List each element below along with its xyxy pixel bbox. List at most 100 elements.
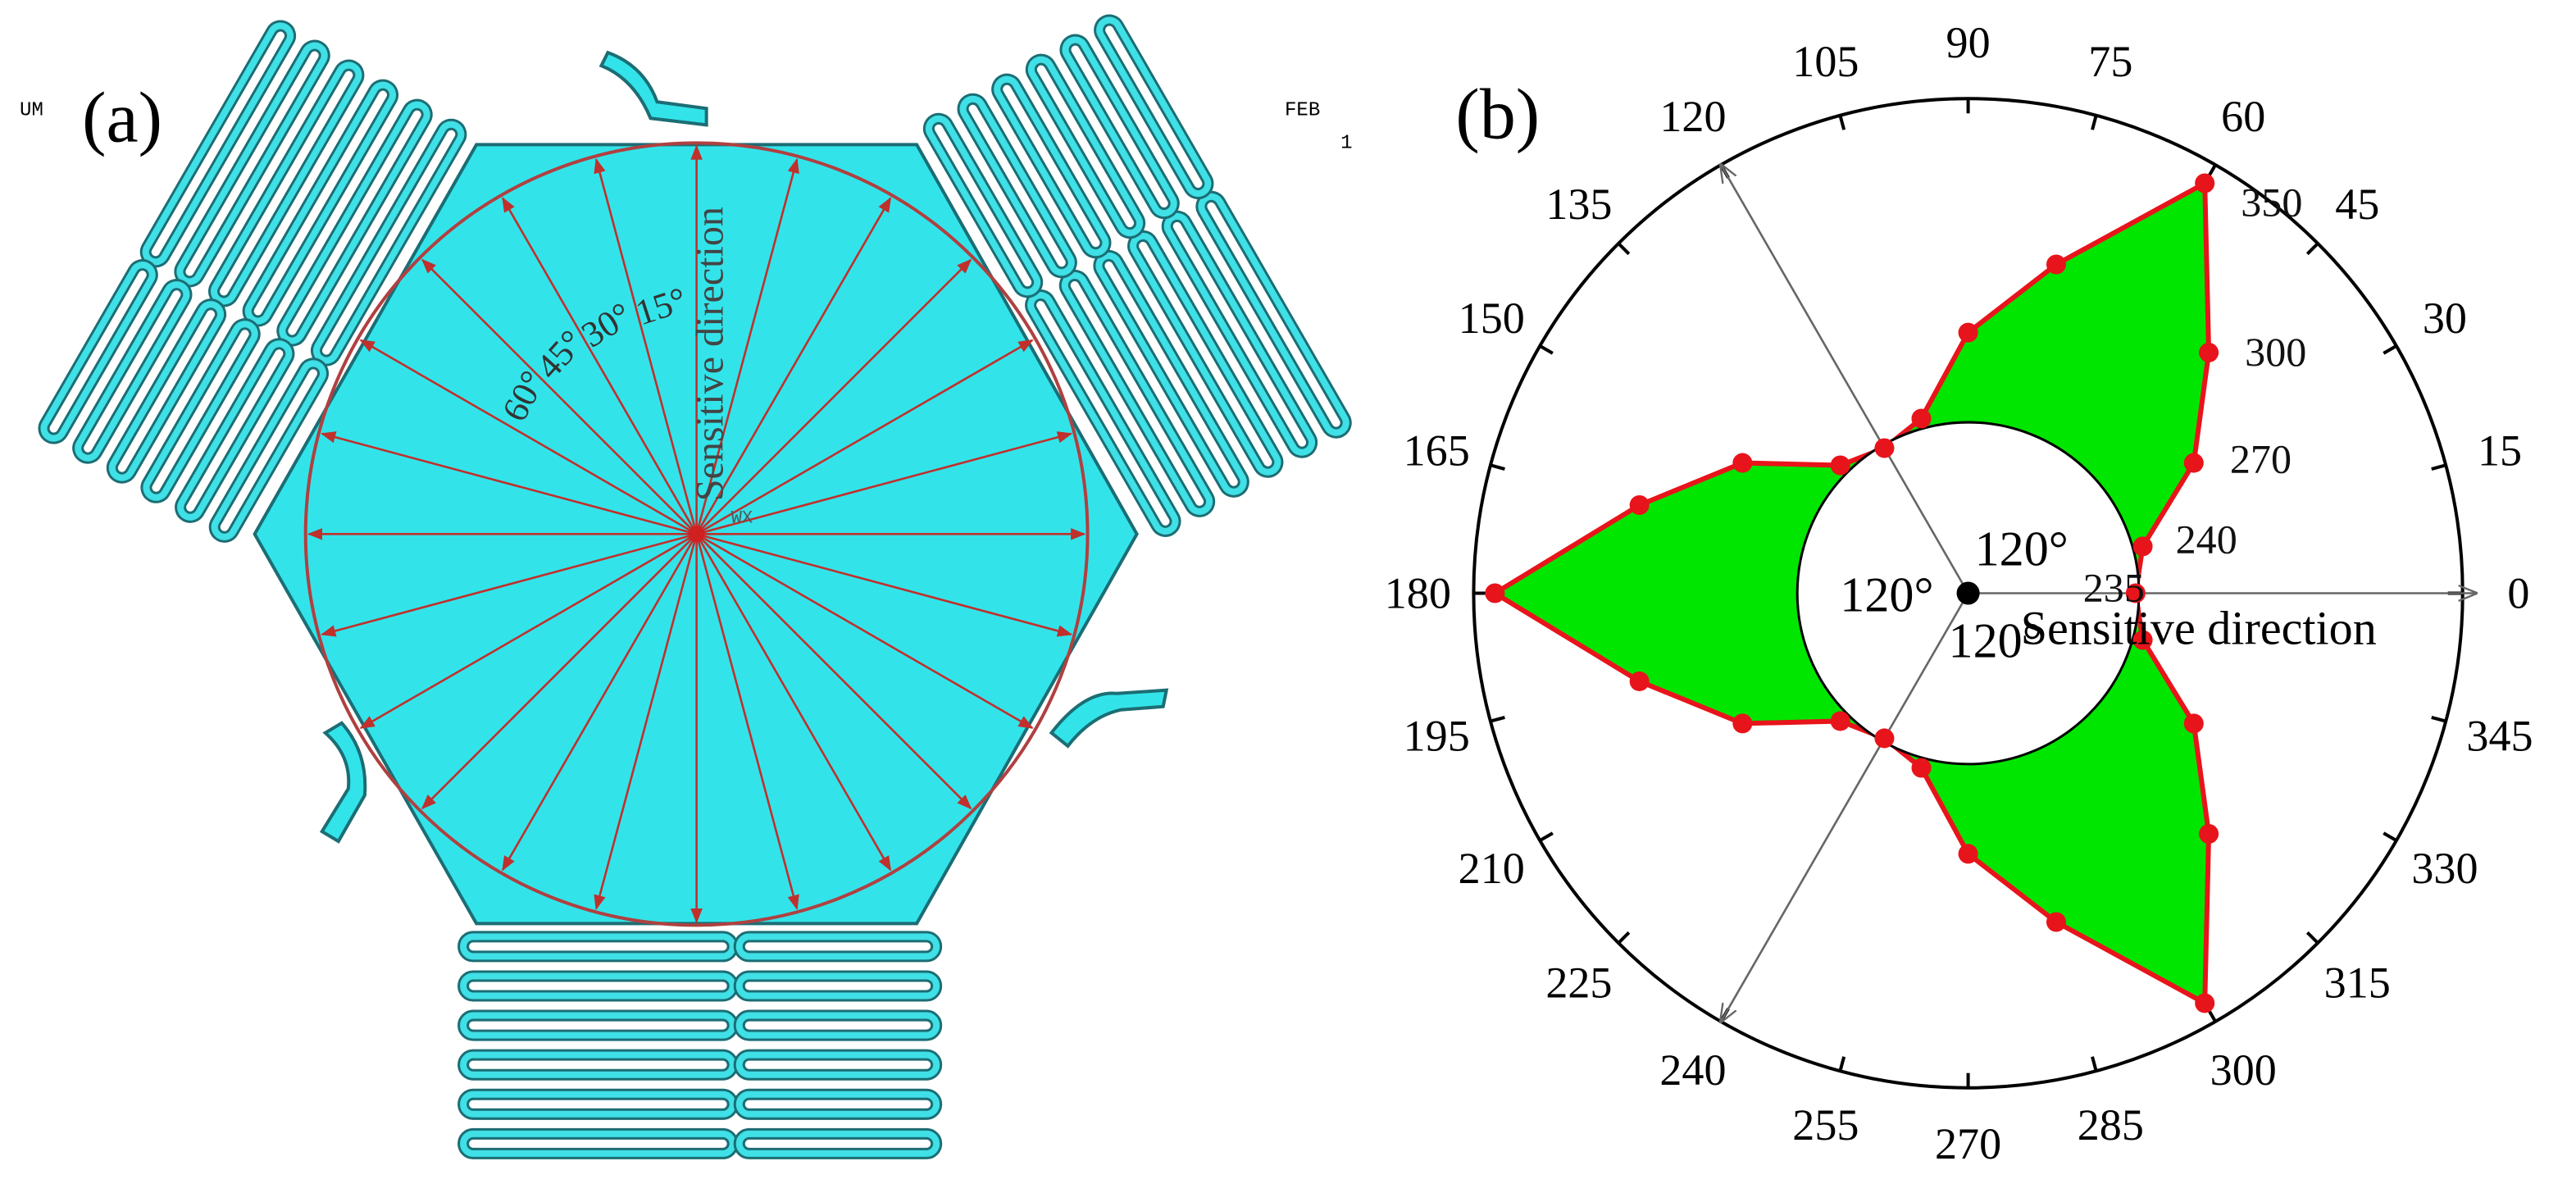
theta-tick-label: 270 [1935,1119,2001,1168]
data-label: 235 [2083,565,2145,611]
data-point [2046,254,2067,275]
spring-beam [1163,212,1316,456]
data-point [2183,453,2204,473]
data-point [1485,583,1505,603]
direction-arrow [421,258,698,535]
spring-beam [735,1051,940,1078]
direction-arrow [502,197,698,535]
spring-beam [1027,56,1144,237]
spring-beam [460,1051,736,1078]
theta-tick-label: 345 [2466,711,2533,760]
spring-beam [211,61,362,305]
data-point [1732,453,1753,473]
theta-tick-label: 240 [1659,1045,1726,1095]
direction-arrow [1721,165,1969,594]
data-point [2046,912,2067,932]
theta-tick-label: 225 [1545,958,1612,1007]
spring-beam [735,1091,940,1118]
spring-beam [735,1012,940,1039]
origin-label: WX [731,508,753,528]
direction-arrow [321,533,697,637]
polar-chart: (b) 0 15 30 45 60 75 90 105 120 135 150 165 180 195 210… [1385,18,2533,1168]
spring-beam [1062,36,1177,217]
theta-tick [1490,716,1505,723]
data-point [2132,630,2153,650]
panel-label: (a) [82,77,162,157]
corner-label: 1 [1340,132,1352,154]
data-point [1958,322,1978,343]
theta-tick-label: 255 [1792,1100,1859,1150]
spring-beam [279,101,430,344]
theta-tick-label: 300 [2210,1045,2277,1095]
direction-arrow [695,157,799,535]
data-label: 240 [2176,516,2237,562]
direction-arrow [696,431,1073,535]
theta-tick [1539,831,1554,842]
data-point [1874,438,1895,458]
spring-beam [142,22,294,266]
direction-arrow [696,533,1073,637]
theta-tick-label: 30 [2423,294,2467,343]
direction-arrow [594,157,698,535]
direction-arrow [421,533,698,810]
spring-beam [460,972,736,999]
spring-beam [925,115,1041,296]
theta-tick-label: 315 [2324,958,2391,1007]
theta-tick [1539,344,1554,355]
theta-tick [1617,931,1631,945]
spring-beam [460,1091,736,1118]
anchor [598,50,708,127]
spring-beam [460,933,736,960]
data-point [2132,536,2153,557]
theta-tick-label: 75 [2088,37,2132,86]
data-point [2183,713,2204,734]
theta-tick-label: 105 [1792,37,1859,86]
theta-tick-label: 0 [2507,569,2529,618]
corner-label: UM [20,99,43,121]
theta-tick [2431,716,2446,723]
spring-beam [75,281,190,462]
data-point [2199,824,2219,845]
theta-tick-label: 285 [2078,1100,2144,1150]
spring-beam [1095,252,1247,495]
spring-beam [40,262,156,442]
spring-beam [460,1130,736,1157]
data-point [1958,844,1978,864]
data-label: 300 [2245,329,2306,375]
spring-beam [735,933,940,960]
theta-tick-label: 135 [1545,180,1612,229]
data-label: 350 [2241,180,2302,225]
spring-beam [994,75,1109,257]
spring [457,931,943,1159]
annotation: Sensitive direction [2021,602,2377,655]
spring-beam [1027,292,1179,535]
spring-beam [1198,193,1349,436]
theta-tick [2383,344,2397,355]
spring-beam [1130,232,1281,476]
theta-tick-label: 195 [1404,711,1470,760]
springs [38,14,1352,1159]
direction-arrow [695,197,892,535]
theta-tick-label: 15 [2478,426,2522,476]
origin [688,526,705,543]
direction-arrow [695,339,1034,535]
spring-beam [1061,271,1213,515]
theta-tick-label: 210 [1459,844,1525,893]
spring-beam [177,340,293,521]
data-point [1830,711,1850,731]
spring-beam [143,321,258,501]
direction-arrow [359,533,698,729]
theta-tick [1490,463,1505,471]
anchor [1049,688,1169,749]
theta-tick-label: 120 [1659,92,1726,141]
theta-tick [2091,1056,2098,1072]
center-dot [1956,581,1980,605]
theta-tick-label: 60 [2221,92,2265,141]
direction-arrow [321,431,697,535]
direction-arrow [695,258,972,535]
direction-circle [303,141,1090,927]
theta-tick [2431,463,2446,471]
